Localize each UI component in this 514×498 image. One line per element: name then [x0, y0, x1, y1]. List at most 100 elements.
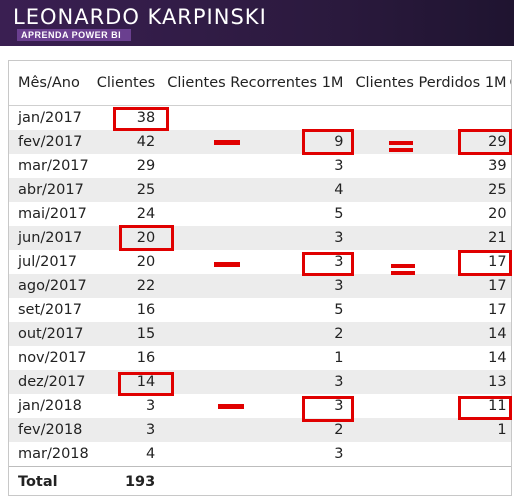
- column-header-truncated[interactable]: C: [509, 61, 511, 106]
- column-header-month[interactable]: Mês/Ano: [9, 61, 89, 106]
- cell-truncated: [509, 274, 511, 298]
- cell-lost: 11: [488, 398, 507, 414]
- cell-clients: 15: [88, 322, 160, 346]
- cell-recurring: 3: [159, 370, 348, 394]
- highlight-box: [458, 129, 512, 155]
- brand-title: LEONARDO KARPINSKI: [13, 5, 267, 29]
- table-row[interactable]: dez/2017 14 3 13: [9, 370, 511, 394]
- cell-month: jan/2017: [18, 110, 82, 126]
- minus-sign-icon: [214, 262, 240, 267]
- table-row[interactable]: mar/2018 4 3: [9, 442, 511, 467]
- cell-recurring: 3: [159, 226, 348, 250]
- column-header-lost[interactable]: Clientes Perdidos 1M: [347, 61, 510, 106]
- cell-lost: 13: [347, 370, 510, 394]
- cell-month: mar/2018: [18, 446, 89, 462]
- cell-recurring: 9: [159, 130, 348, 154]
- cell-recurring: 4: [159, 178, 348, 202]
- cell-clients: 16: [136, 302, 156, 318]
- table-row[interactable]: abr/2017 25 4 25: [9, 178, 511, 202]
- table-row[interactable]: nov/2017 16 1 14: [9, 346, 511, 370]
- cell-truncated: [510, 154, 511, 178]
- table-row[interactable]: set/2017 16 5 17: [9, 298, 511, 322]
- cell-truncated: [509, 178, 511, 202]
- highlight-box: [302, 252, 354, 276]
- table-row[interactable]: fev/2017 42 9 29: [9, 130, 511, 154]
- cell-clients: 3: [88, 418, 160, 442]
- cell-lost: 14: [347, 322, 510, 346]
- cell-recurring: 3: [159, 274, 348, 298]
- data-table: Mês/Ano Clientes Clientes Recorrentes 1M…: [9, 61, 511, 495]
- table-body: jan/2017 38 fev/2017 42 9 29 mar/2017 29 3 39 abr/…: [9, 106, 511, 495]
- cell-lost: 39: [488, 158, 507, 174]
- cell-recurring: 5: [334, 302, 344, 318]
- cell-truncated: [510, 442, 511, 467]
- cell-lost: 29: [347, 130, 510, 154]
- highlight-box: [458, 396, 512, 420]
- cell-recurring: 3: [334, 398, 344, 414]
- table-row[interactable]: mai/2017 24 5 20: [9, 202, 511, 226]
- highlight-box: [302, 129, 354, 155]
- total-label: Total: [9, 466, 89, 495]
- total-row: Total 193: [9, 466, 511, 495]
- cell-month: mar/2017: [18, 158, 89, 174]
- total-truncated: [509, 466, 511, 495]
- cell-truncated: [510, 346, 511, 370]
- column-header-recurring[interactable]: Clientes Recorrentes 1M: [159, 61, 348, 106]
- cell-clients: 24: [136, 206, 156, 222]
- table-row[interactable]: mar/2017 29 3 39: [9, 154, 511, 178]
- cell-clients: 22: [88, 274, 160, 298]
- cell-lost: 1: [347, 418, 510, 442]
- table-row[interactable]: ago/2017 22 3 17: [9, 274, 511, 298]
- table-row[interactable]: jan/2018 3 3 11: [9, 394, 511, 418]
- cell-clients: 16: [136, 350, 156, 366]
- table-row[interactable]: jul/2017 20 3 17: [9, 250, 511, 274]
- cell-month: out/2017: [9, 322, 89, 346]
- cell-month: jul/2017: [18, 254, 78, 270]
- cell-recurring: 2: [159, 418, 348, 442]
- equals-sign-icon: [389, 141, 413, 152]
- cell-recurring: 3: [334, 158, 344, 174]
- table-visual[interactable]: Mês/Ano Clientes Clientes Recorrentes 1M…: [8, 60, 512, 496]
- cell-month: ago/2017: [9, 274, 89, 298]
- cell-lost: 17: [347, 274, 510, 298]
- cell-clients: 29: [136, 158, 156, 174]
- brand-subtitle: APRENDA POWER BI: [17, 29, 132, 41]
- table-row[interactable]: jun/2017 20 3 21: [9, 226, 511, 250]
- cell-clients: 20: [88, 226, 160, 250]
- cell-truncated: [509, 322, 511, 346]
- total-lost: [347, 466, 510, 495]
- highlight-box: [118, 372, 174, 396]
- highlight-box: [458, 250, 512, 276]
- cell-month: jun/2017: [9, 226, 89, 250]
- cell-clients: 25: [88, 178, 160, 202]
- cell-lost: 14: [488, 350, 507, 366]
- total-recurring: [159, 466, 348, 495]
- table-row[interactable]: jan/2017 38: [9, 106, 511, 131]
- minus-sign-icon: [218, 404, 244, 409]
- cell-recurring: 5: [334, 206, 344, 222]
- cell-month: fev/2017: [9, 130, 89, 154]
- cell-recurring: 2: [159, 322, 348, 346]
- equals-sign-icon: [391, 264, 415, 275]
- cell-month: abr/2017: [9, 178, 89, 202]
- table-row[interactable]: out/2017 15 2 14: [9, 322, 511, 346]
- cell-month: mai/2017: [18, 206, 87, 222]
- cell-month: jan/2018: [18, 398, 82, 414]
- header-banner: LEONARDO KARPINSKI APRENDA POWER BI: [0, 0, 514, 46]
- cell-lost: 25: [347, 178, 510, 202]
- cell-lost: [347, 106, 509, 131]
- cell-lost: 20: [488, 206, 507, 222]
- cell-lost: [347, 442, 509, 467]
- cell-clients: 20: [136, 254, 156, 270]
- cell-recurring: 3: [334, 446, 344, 462]
- column-header-clients[interactable]: Clientes: [88, 61, 160, 106]
- table-row[interactable]: fev/2018 3 2 1: [9, 418, 511, 442]
- cell-lost: 17: [488, 302, 507, 318]
- cell-truncated: [509, 418, 511, 442]
- cell-month: dez/2017: [9, 370, 89, 394]
- cell-clients: 38: [136, 110, 156, 126]
- cell-lost: 21: [347, 226, 510, 250]
- cell-month: fev/2018: [9, 418, 89, 442]
- cell-truncated: [509, 370, 511, 394]
- cell-clients: 42: [88, 130, 160, 154]
